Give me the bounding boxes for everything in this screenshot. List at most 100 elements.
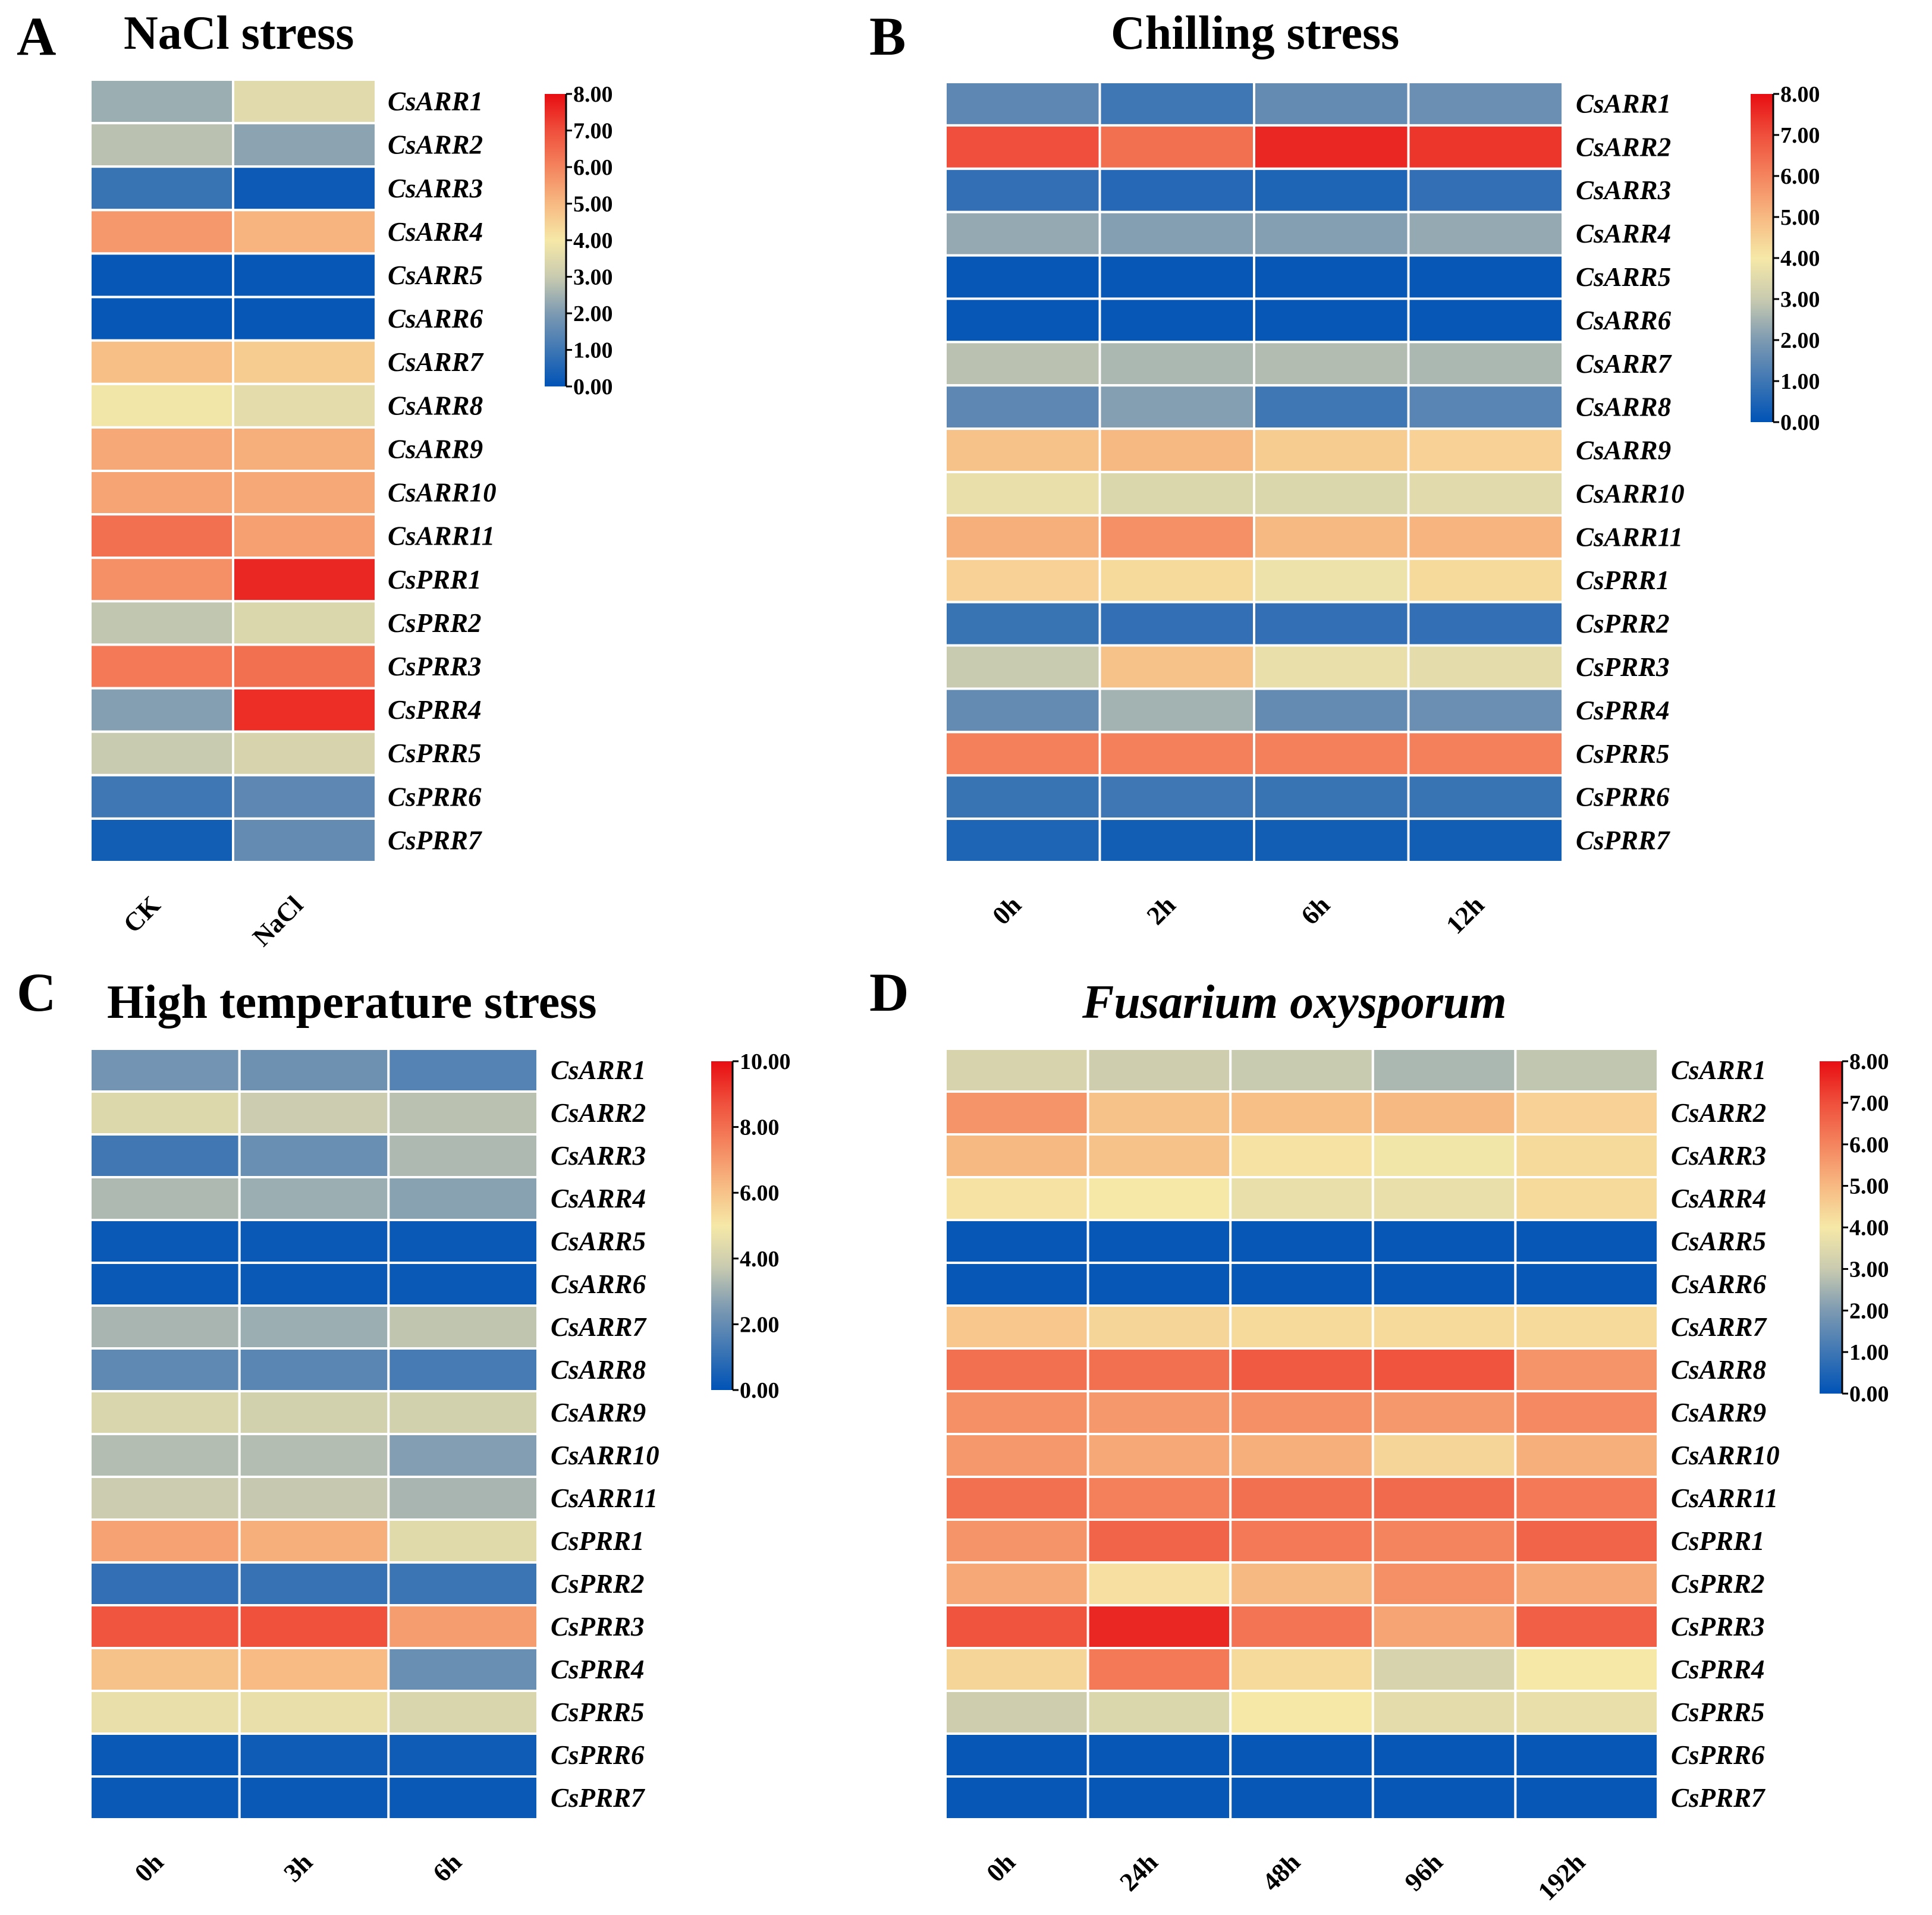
heatmap-cell	[1514, 1775, 1659, 1820]
column-label: 6h	[427, 1847, 467, 1888]
heatmap-cell	[1098, 384, 1255, 430]
heatmap-cell	[89, 1262, 241, 1307]
heatmap-cell	[1407, 514, 1564, 560]
heatmap-cell	[1086, 1090, 1232, 1136]
heatmap-cell	[1086, 1048, 1232, 1093]
heatmap-cell	[387, 1176, 539, 1221]
heatmap-cell	[1253, 210, 1410, 257]
heatmap-cell	[387, 1647, 539, 1692]
colorbar-tick-label: 8.00	[573, 82, 613, 107]
heatmap-cell	[1253, 817, 1410, 863]
heatmap-cell	[1514, 1732, 1659, 1778]
heatmap-cell	[89, 773, 234, 820]
heatmap-cell	[387, 1775, 539, 1820]
heatmap-cell	[1229, 1090, 1374, 1136]
heatmap-cell	[1086, 1176, 1232, 1221]
gene-label: CsPRR6	[1671, 1740, 1765, 1770]
gene-label: CsARR1	[551, 1055, 646, 1085]
heatmap-cell	[1514, 1304, 1659, 1350]
column-label: 48h	[1256, 1847, 1306, 1897]
column-label: 192h	[1532, 1847, 1591, 1906]
heatmap-cell	[89, 1647, 241, 1692]
heatmap-cell	[89, 1690, 241, 1735]
heatmap-cell	[1253, 557, 1410, 603]
heatmap-cell	[1371, 1433, 1517, 1478]
heatmap-cell	[1086, 1347, 1232, 1392]
panel-title: High temperature stress	[107, 976, 597, 1029]
gene-label: CsARR9	[1671, 1398, 1766, 1427]
gene-label: CsPRR1	[1671, 1526, 1765, 1556]
colorbar-tick-label: 3.00	[573, 265, 613, 290]
panel-letter: C	[17, 962, 56, 1023]
heatmap-cell	[1514, 1476, 1659, 1521]
heatmap-cell	[1514, 1176, 1659, 1221]
heatmap-cell	[232, 817, 377, 864]
heatmap-cell	[1098, 817, 1255, 863]
gene-label: CsPRR4	[551, 1655, 645, 1684]
heatmap-cell	[89, 1304, 241, 1350]
heatmap-cell	[1253, 81, 1410, 127]
heatmap-cell	[1098, 600, 1255, 647]
heatmap-cell	[1371, 1390, 1517, 1435]
gene-label: CsARR2	[1671, 1098, 1766, 1128]
heatmap-cell	[1098, 341, 1255, 387]
heatmap-cell	[944, 297, 1101, 344]
column-label: 24h	[1114, 1847, 1163, 1897]
gene-label: CsPRR1	[1576, 565, 1670, 595]
heatmap-cell	[1371, 1775, 1517, 1820]
heatmap-cell	[238, 1262, 390, 1307]
colorbar-tick-label: 4.00	[740, 1247, 780, 1272]
heatmap-cell	[944, 427, 1101, 473]
heatmap-cell	[1086, 1518, 1232, 1564]
heatmap-cell	[387, 1262, 539, 1307]
colorbar-tick-label: 2.00	[740, 1312, 780, 1337]
heatmap-cell	[1371, 1176, 1517, 1221]
heatmap-cell	[1086, 1262, 1232, 1307]
panel-letter: A	[17, 6, 56, 67]
heatmap-cell	[1229, 1433, 1374, 1478]
gene-label: CsARR6	[1576, 306, 1672, 335]
gene-label: CsARR11	[551, 1483, 658, 1513]
colorbar-tick-label: 7.00	[573, 119, 613, 144]
heatmap-cell	[944, 1262, 1089, 1307]
gene-label: CsPRR6	[551, 1740, 645, 1770]
column-label: 0h	[981, 1847, 1021, 1888]
colorbar	[1820, 1061, 1842, 1394]
heatmap-cell	[1371, 1732, 1517, 1778]
heatmap-cell	[89, 513, 234, 559]
colorbar-tick-label: 1.00	[573, 338, 613, 363]
heatmap-cell	[944, 124, 1101, 170]
heatmap-cell	[1407, 384, 1564, 430]
heatmap-cell	[1371, 1690, 1517, 1735]
heatmap-cell	[238, 1775, 390, 1820]
column-label: 6h	[1295, 890, 1336, 930]
gene-label: CsARR1	[1671, 1055, 1766, 1085]
colorbar-tick-label: 4.00	[573, 228, 613, 253]
heatmap-cell	[1371, 1347, 1517, 1392]
heatmap-cell	[1407, 341, 1564, 387]
colorbar-tick-label: 1.00	[1849, 1340, 1889, 1365]
heatmap-cell	[944, 731, 1101, 777]
heatmap-cell	[1514, 1518, 1659, 1564]
heatmap-cell	[1407, 687, 1564, 734]
gene-label: CsARR4	[551, 1184, 646, 1213]
gene-label: CsARR8	[1576, 392, 1671, 422]
gene-label: CsPRR4	[1576, 696, 1670, 725]
heatmap-cell	[1098, 297, 1255, 344]
heatmap-cell	[944, 817, 1101, 863]
heatmap-cell	[238, 1518, 390, 1564]
heatmap-cell	[89, 1433, 241, 1478]
heatmap-cell	[1229, 1775, 1374, 1820]
panel-title: NaCl stress	[124, 7, 354, 59]
gene-label: CsPRR6	[388, 782, 482, 812]
heatmap-cell	[1229, 1690, 1374, 1735]
column-label: CK	[118, 890, 166, 938]
panel-b: B Chilling stress CsARR1 CsARR2 CsARR3 CsARR4…	[869, 6, 1820, 939]
heatmap-cell	[1229, 1647, 1374, 1692]
gene-label: CsARR11	[1671, 1483, 1778, 1513]
colorbar-tick-label: 10.00	[740, 1049, 791, 1074]
heatmap-cell	[232, 122, 377, 168]
heatmap-cell	[1514, 1604, 1659, 1649]
gene-label: CsARR3	[1576, 175, 1671, 205]
gene-label: CsARR9	[551, 1398, 646, 1427]
